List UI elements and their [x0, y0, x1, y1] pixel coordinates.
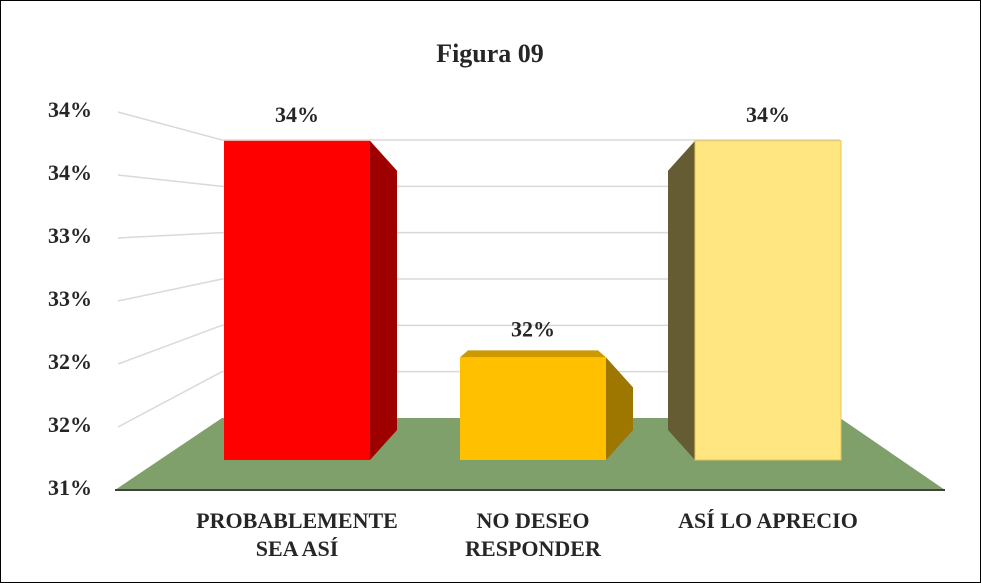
- y-tick-label: 32%: [48, 349, 92, 374]
- x-tick-line: ASÍ LO APRECIO: [678, 508, 858, 533]
- x-tick-line: PROBABLEMENTE: [196, 508, 398, 533]
- y-tick-label: 33%: [48, 223, 92, 248]
- bar: [460, 357, 606, 460]
- y-tick-label: 34%: [48, 97, 92, 122]
- grid-line: [117, 174, 840, 188]
- y-tick-label: 33%: [48, 286, 92, 311]
- data-label: 34%: [746, 102, 790, 127]
- data-label: 34%: [275, 102, 319, 127]
- grid-line: [117, 324, 840, 365]
- bar-top: [460, 350, 606, 358]
- bar: [224, 140, 370, 461]
- bar-side: [668, 140, 695, 461]
- bar: [694, 140, 842, 461]
- grid-line: [117, 278, 840, 302]
- data-label: 32%: [511, 316, 555, 341]
- grid-line: [117, 111, 840, 141]
- x-tick-label: PROBABLEMENTE SEA ASÍ: [196, 508, 398, 561]
- y-tick-label: 32%: [48, 412, 92, 437]
- x-tick-line: SEA ASÍ: [256, 536, 339, 561]
- grid-line: [117, 231, 840, 239]
- bar-side: [370, 140, 397, 461]
- y-tick-label: 34%: [48, 160, 92, 185]
- bar-side: [606, 357, 633, 460]
- chart-title: Figura 09: [436, 39, 544, 68]
- y-tick-label: 31%: [48, 475, 92, 500]
- x-tick-line: RESPONDER: [465, 536, 602, 561]
- x-tick-label: NO DESEO RESPONDER: [465, 508, 602, 561]
- x-tick-line: NO DESEO: [476, 508, 589, 533]
- grid-line: [117, 370, 840, 428]
- x-tick-label: ASÍ LO APRECIO: [678, 508, 858, 533]
